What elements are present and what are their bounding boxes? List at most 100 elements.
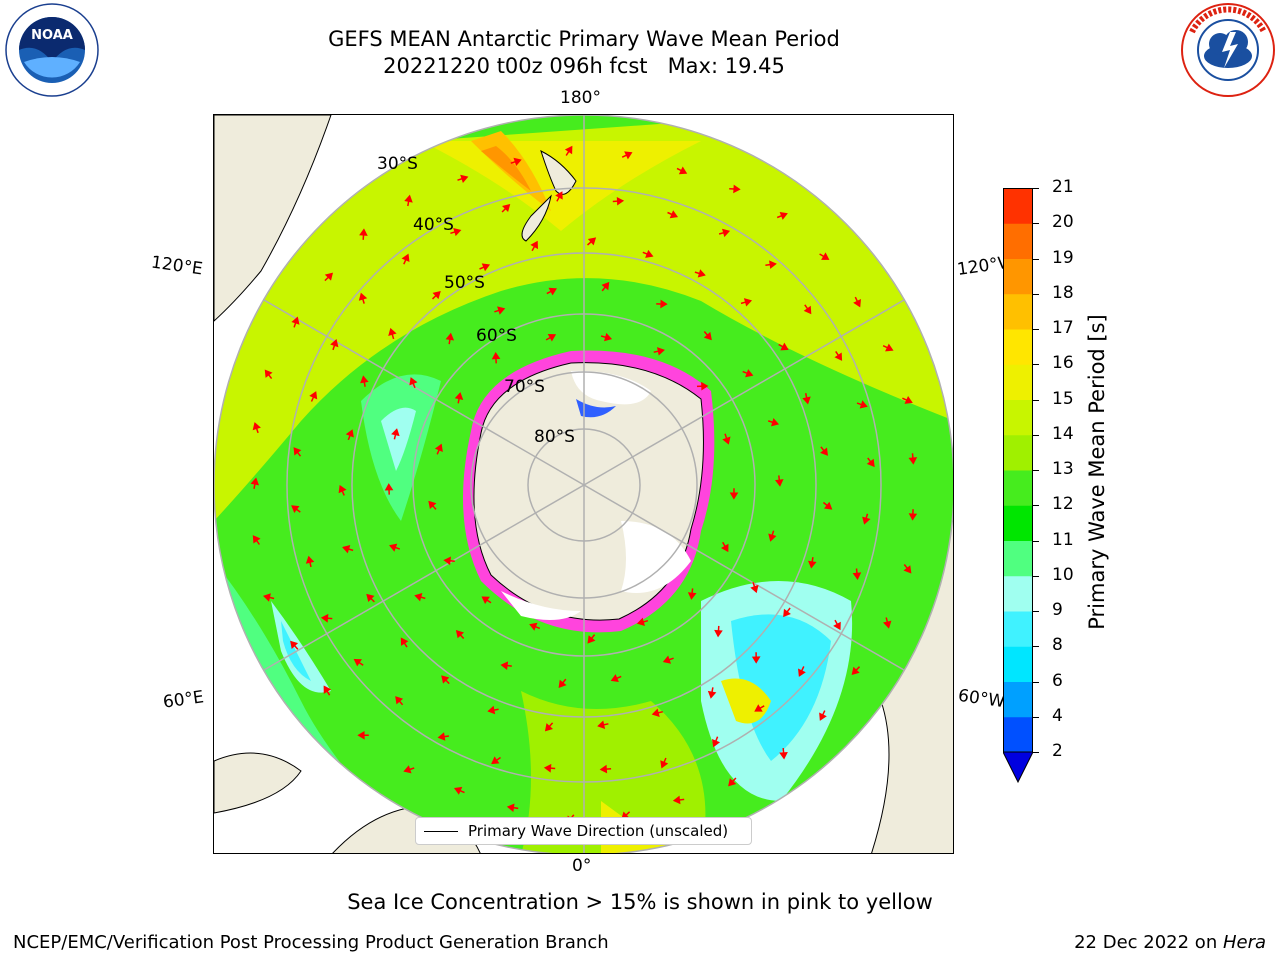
wave-arrow-head [610,674,619,683]
wave-arrow-head [401,253,410,263]
wave-arrow-head [555,191,563,200]
wave-arrow-head [502,203,511,213]
colorbar-tick-mark [1033,399,1039,401]
wave-arrow-head [414,593,423,602]
lon-label-120e: 120°E [149,252,204,280]
wave-arrow-head [500,661,509,671]
colorbar-tick-mark [1033,470,1039,471]
wave-arrow-head [320,613,329,623]
colorbar-tick-label: 15 [1052,388,1074,409]
wave-arrow-head [409,377,418,386]
wave-arrow-head [564,145,573,155]
wave-arrow-head [428,500,437,510]
wave-arrow-head [548,287,558,296]
lon-label-60e: 60°E [161,687,206,713]
colorbar-tick-mark [1033,540,1039,542]
wave-arrow-head [404,194,413,203]
wave-arrow-head [808,560,817,569]
wave-arrow-head [824,501,833,510]
map-subtitle: 20221220 t00z 096h fcst Max: 19.45 [383,54,785,78]
wave-arrow-head [432,290,441,300]
wave-arrow-head [487,705,496,715]
wave-arrow-head [250,477,260,486]
wave-arrow-head [904,395,913,404]
lat-label-70s: 70°S [504,377,545,397]
wave-arrow-head [720,543,729,553]
wave-arrow-head [547,334,557,342]
wave-arrow-head [252,422,261,431]
wave-arrow-head [395,696,404,705]
wave-arrow-head [636,617,645,626]
wave-arrow-head [342,545,351,554]
wave-arrow-head [697,269,706,278]
nws-logo [1178,2,1278,98]
colorbar-tick-label: 20 [1052,212,1074,233]
colorbar-segment [1003,258,1033,295]
footer-org: NCEP/EMC/Verification Post Processing Pr… [13,932,609,953]
wave-arrow-head [834,352,843,361]
wave-arrow-head [290,640,299,649]
wave-arrow-head [400,637,409,646]
wave-arrow-head [558,679,567,689]
wave-arrow-head [454,392,464,401]
wave-arrow-head [701,381,709,391]
colorbar-tick-label: 16 [1052,353,1074,374]
map-legend: Primary Wave Direction (unscaled) [415,817,752,845]
wave-arrow-head [309,391,318,400]
wave-arrow-head [624,151,633,160]
wave-arrow-head [866,458,875,468]
wave-arrow-head [384,483,394,491]
colorbar-label: Primary Wave Mean Period [s] [1085,314,1109,630]
colorbar-segment [1003,399,1033,436]
noaa-logo: NOAA [2,2,102,98]
wave-arrow-head [544,723,553,732]
footer-machine: Hera [1222,932,1266,953]
colorbar-tick-mark [1033,681,1039,683]
wave-arrow-head [798,668,806,677]
wave-arrow-head [779,751,788,760]
wave-arrow-head [660,760,669,769]
colorbar-segment [1003,329,1033,365]
wave-arrow-head [366,593,375,602]
wave-arrow-head [728,778,737,787]
wave-arrow-head [262,593,271,602]
wave-arrow-head [491,756,500,765]
wave-arrow-head [908,457,918,465]
wave-arrow-head [587,635,596,644]
wave-arrow-head [662,655,672,664]
colorbar-tick-mark [1033,329,1039,330]
wave-arrow-head [601,281,610,291]
colorbar-tick-mark [1033,505,1039,507]
wave-arrow-head [743,298,752,307]
wave-arrow-head [453,786,463,795]
wave-arrow-head [722,436,731,445]
wave-arrow-head [833,621,841,631]
colorbar-tick-label: 12 [1052,494,1074,515]
wave-arrow-head [859,400,868,409]
colorbar-segment [1003,505,1033,541]
wave-arrow-head [660,299,668,309]
wave-arrow-head [291,316,300,325]
colorbar-segment [1003,293,1033,330]
wave-arrow-head [703,331,712,341]
wave-arrow-head [357,730,365,740]
wave-arrow-head [656,347,665,356]
wave-arrow-head [768,533,777,542]
colorbar-segment [1003,681,1033,718]
colorbar-tick-label: 9 [1052,600,1063,620]
colorbar-tick-mark [1033,752,1039,753]
map-canvas: 30°S 40°S 50°S 60°S 70°S 80°S [214,115,953,853]
wave-arrow-head [678,166,688,175]
wave-arrow-head [885,343,894,352]
colorbar [1003,188,1033,783]
map-title: GEFS MEAN Antarctic Primary Wave Mean Pe… [328,27,840,51]
wave-arrow-head [604,332,613,342]
wave-arrow-head [403,765,412,774]
wave-arrow-head [711,739,721,748]
wave-arrow-head [481,596,490,605]
sea-ice-note: Sea Ice Concentration > 15% is shown in … [347,890,933,914]
colorbar-tick-mark [1033,716,1039,718]
colorbar-tick-label: 14 [1052,423,1074,444]
wave-arrow-head [264,369,273,378]
colorbar-tick-label: 10 [1052,564,1074,585]
